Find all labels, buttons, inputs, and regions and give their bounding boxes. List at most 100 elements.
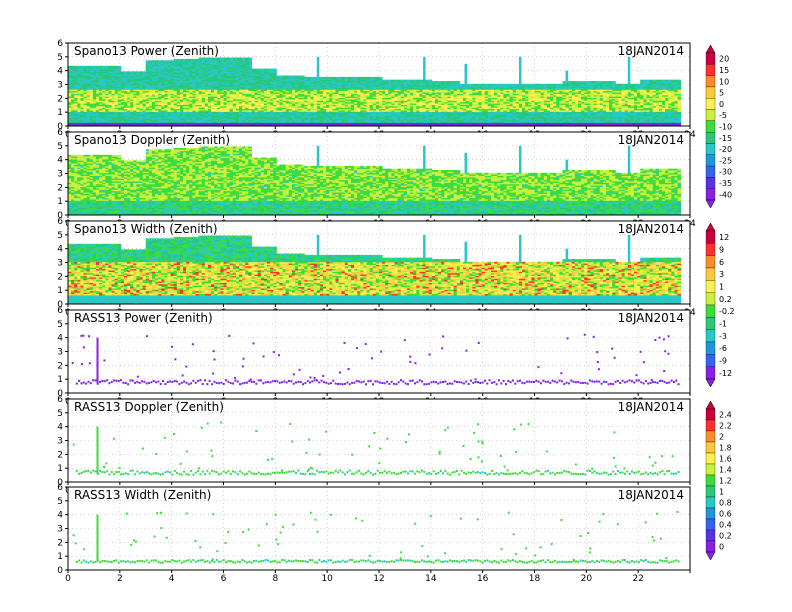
heatmap-cell — [236, 58, 240, 60]
heatmap-cell — [426, 80, 430, 82]
heatmap-cell — [71, 66, 75, 68]
heatmap-cell — [189, 59, 193, 61]
heatmap-cell — [121, 71, 125, 73]
heatmap-cell — [283, 76, 287, 78]
heatmap-cell — [264, 69, 268, 71]
heatmap-cell — [292, 76, 296, 78]
heatmap-cell — [332, 77, 336, 79]
heatmap-cell — [136, 71, 140, 73]
heatmap-cell — [255, 69, 259, 71]
heatmap-cell — [311, 77, 315, 79]
chart-panel-1: 0246810121416182022240123456Spano13 Powe… — [57, 39, 696, 140]
heatmap-cell — [432, 81, 436, 83]
heatmap-cell — [367, 77, 371, 79]
heatmap-cell — [329, 77, 333, 79]
heatmap-cell — [298, 76, 302, 78]
heatmap-cell — [289, 76, 293, 78]
heatmap-cell — [174, 59, 178, 61]
heatmap-cell — [339, 77, 343, 79]
heatmap-cell — [118, 66, 122, 68]
heatmap-cell — [314, 77, 318, 79]
heatmap-cell — [351, 77, 355, 79]
heatmap-cell — [354, 77, 358, 79]
heatmap-cell — [133, 71, 137, 73]
heatmap-cell — [143, 71, 147, 73]
heatmap-cell — [395, 80, 399, 82]
heatmap-cell — [245, 58, 249, 60]
heatmap-cell — [168, 60, 172, 62]
heatmap-cell — [68, 66, 72, 68]
heatmap-cell — [286, 76, 290, 78]
heatmap-cell — [326, 77, 330, 79]
heatmap-cell — [230, 58, 234, 60]
heatmap-cell — [429, 80, 433, 82]
heatmap-cell — [124, 71, 128, 73]
heatmap-cell — [96, 66, 100, 68]
heatmap-cell — [87, 66, 91, 68]
heatmap-cell — [335, 77, 339, 79]
heatmap-cell — [379, 77, 383, 79]
heatmap-cell — [112, 66, 116, 68]
heatmap-cell — [376, 77, 380, 79]
heatmap-cell — [398, 80, 402, 82]
heatmap-cell — [301, 76, 305, 78]
heatmap-cell — [413, 80, 417, 82]
heatmap-cell — [342, 77, 346, 79]
heatmap-cell — [180, 59, 184, 61]
heatmap-cell — [177, 59, 181, 61]
heatmap-cell — [251, 69, 255, 71]
heatmap-cell — [93, 66, 97, 68]
heatmap-cell — [196, 59, 200, 61]
heatmap-cell — [451, 81, 455, 83]
heatmap-cell — [77, 66, 81, 68]
heatmap-cell — [239, 58, 243, 60]
heatmap-cell — [261, 69, 265, 71]
heatmap-cell — [279, 76, 283, 78]
heatmap-cell — [99, 66, 103, 68]
heatmap-cell — [307, 77, 311, 79]
heatmap-cell — [102, 66, 106, 68]
heatmap-cell — [416, 80, 420, 82]
heatmap-cell — [295, 76, 299, 78]
heatmap-cell — [183, 59, 187, 61]
heatmap-cell — [357, 77, 361, 79]
heatmap-cell — [149, 60, 153, 62]
heatmap-cell — [74, 66, 78, 68]
heatmap-cell — [444, 81, 448, 83]
heatmap-cell — [391, 80, 395, 82]
heatmap-cell — [242, 58, 246, 60]
heatmap-cell — [146, 60, 150, 62]
heatmap-cell — [382, 80, 386, 82]
heatmap-cell — [192, 59, 196, 61]
heatmap-cell — [186, 59, 190, 61]
heatmap-cell — [320, 77, 324, 79]
heatmap-cell — [84, 66, 88, 68]
heatmap-cell — [323, 77, 327, 79]
heatmap-cell — [270, 69, 274, 71]
heatmap-cell — [276, 76, 280, 78]
heatmap-cell — [441, 81, 445, 83]
heatmap-cell — [152, 60, 156, 62]
heatmap-cell — [360, 77, 364, 79]
heatmap-cell — [304, 77, 308, 79]
heatmap-cell — [227, 58, 231, 60]
heatmap-cell — [224, 58, 228, 60]
heatmap-cell — [155, 60, 159, 62]
heatmap-cell — [164, 60, 168, 62]
heatmap-cell — [267, 69, 271, 71]
heatmap-cell — [105, 66, 109, 68]
heatmap-cell — [233, 58, 237, 60]
heatmap-cell — [158, 60, 162, 62]
heatmap-cell — [385, 80, 389, 82]
heatmap-cell — [388, 80, 392, 82]
heatmap-cell — [90, 66, 94, 68]
heatmap-cell — [161, 60, 165, 62]
heatmap-cell — [401, 80, 405, 82]
heatmap-cell — [373, 77, 377, 79]
heatmap-cell — [435, 81, 439, 83]
heatmap-cell — [108, 66, 112, 68]
heatmap-cell — [348, 77, 352, 79]
heatmap-cell — [220, 58, 224, 60]
heatmap-cell — [273, 69, 277, 71]
heatmap-cell — [80, 66, 84, 68]
